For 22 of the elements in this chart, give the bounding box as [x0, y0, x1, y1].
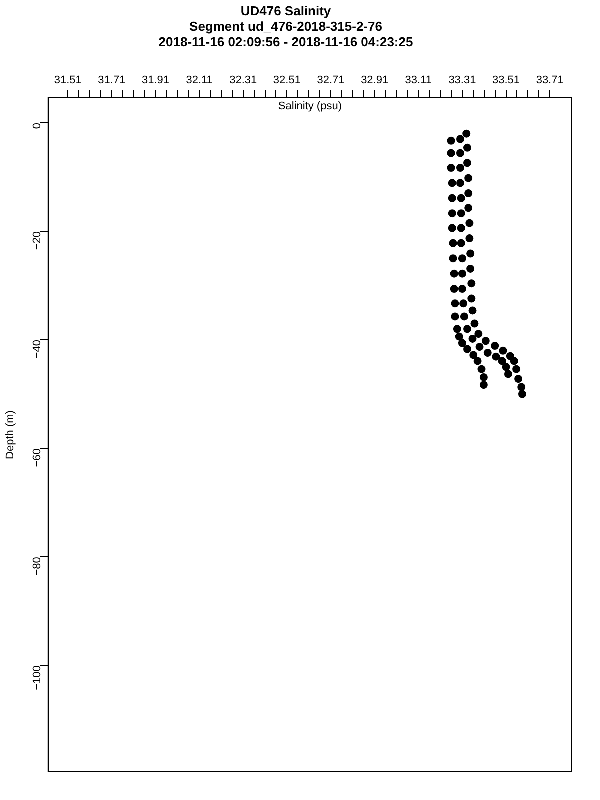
x-tick-label: 32.31 — [230, 74, 258, 86]
x-tick-label: 31.91 — [142, 74, 170, 86]
y-tick-label: −40 — [31, 340, 44, 359]
x-tick-label: 32.11 — [186, 74, 213, 86]
y-tick-label: −100 — [31, 666, 44, 690]
x-tick-label: 33.11 — [405, 74, 432, 86]
x-tick-label: 31.51 — [54, 74, 82, 86]
chart-subtitle: Segment ud_476-2018-315-2-76 2018-11-16 02:09:56 - 2018-11-16 04:23:25 — [158, 18, 414, 50]
y-tick-label: 0 — [31, 122, 44, 130]
y-tick-label: −20 — [31, 232, 44, 250]
x-tick-label: 32.71 — [317, 74, 345, 86]
y-tick-label: −60 — [31, 448, 44, 468]
x-axis-title: Salinity (psu) — [278, 100, 342, 113]
y-axis-title: Depth (m) — [4, 410, 17, 460]
y-tick-label: −80 — [31, 557, 44, 576]
x-tick-label: 32.91 — [361, 74, 389, 86]
x-tick-label: 33.31 — [448, 74, 476, 86]
chart-title: UD476 Salinity — [240, 3, 332, 18]
x-tick-label: 33.51 — [492, 74, 520, 86]
x-tick-label: 31.71 — [98, 74, 126, 86]
x-tick-label: 33.71 — [536, 74, 564, 86]
x-tick-label: 32.51 — [273, 74, 301, 86]
